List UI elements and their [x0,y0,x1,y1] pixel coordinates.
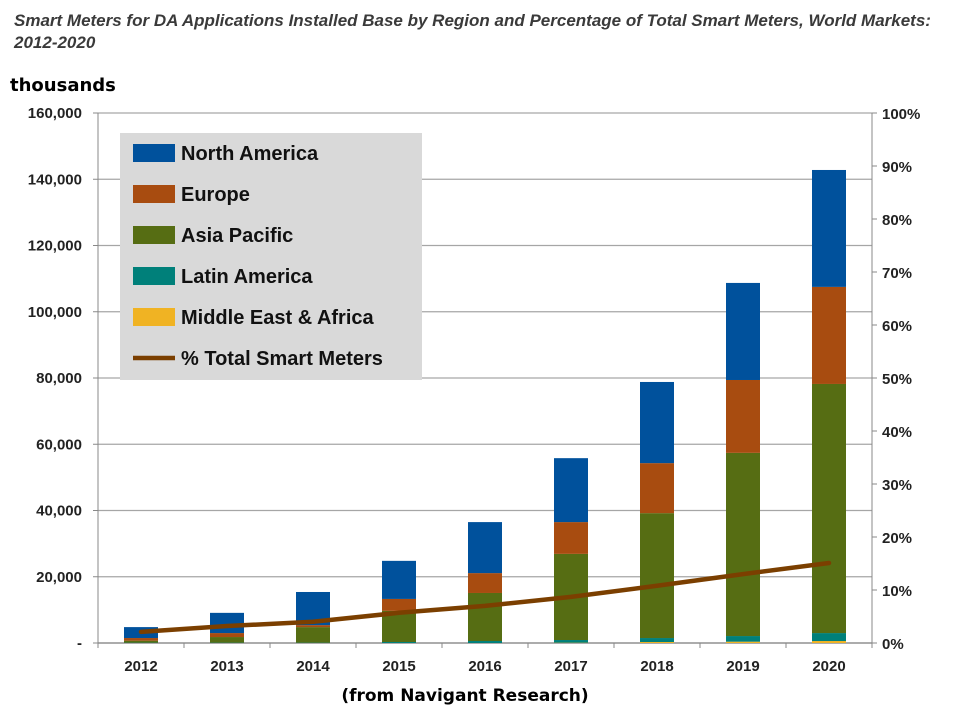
y2-tick-label: 20% [882,530,912,547]
bar-latin-america [726,636,760,642]
bar-north-america [554,458,588,523]
y2-tick-label: 70% [882,265,912,282]
x-tick-label: 2016 [468,658,501,675]
bar-middle-east-africa [812,641,846,643]
legend-swatch [133,308,175,326]
bar-europe [812,286,846,384]
legend-swatch [133,226,175,244]
y2-tick-label: 100% [882,106,920,123]
legend-label: Europe [181,184,250,206]
legend-swatch [133,267,175,285]
legend-label: Latin America [181,266,313,288]
bar-north-america [640,381,674,464]
y-tick-label: 140,000 [28,171,82,188]
bar-europe [726,379,760,453]
bar-middle-east-africa [726,641,760,643]
legend-swatch [133,144,175,162]
legend-label: Middle East & Africa [181,307,375,329]
bar-asia-pacific [124,640,158,643]
y-tick-label: 100,000 [28,304,82,321]
bar-north-america [726,282,760,380]
bar-asia-pacific [812,383,846,634]
bar-asia-pacific [210,637,244,643]
y-tick-label: 80,000 [36,370,82,387]
y-tick-label: - [77,635,82,652]
bar-latin-america [554,640,588,643]
bar-north-america [382,560,416,599]
bar-latin-america [468,641,502,643]
legend-label: Asia Pacific [181,225,293,247]
x-tick-label: 2013 [210,658,243,675]
bar-asia-pacific [468,592,502,642]
y2-tick-label: 0% [882,636,904,653]
bar-north-america [812,169,846,287]
y2-tick-label: 50% [882,371,912,388]
bar-europe [468,573,502,593]
chart-title: Smart Meters for DA Applications Install… [14,11,931,52]
y-axis-label: thousands [10,75,116,96]
legend-swatch [133,185,175,203]
y-tick-label: 160,000 [28,105,82,122]
legend-label: % Total Smart Meters [181,348,383,370]
bar-asia-pacific [640,513,674,639]
x-tick-label: 2015 [382,658,415,675]
bar-north-america [468,522,502,574]
y-tick-label: 120,000 [28,238,82,255]
x-tick-label: 2017 [554,658,587,675]
legend-box [120,133,422,380]
bar-middle-east-africa [640,642,674,643]
bar-latin-america [812,633,846,642]
bar-asia-pacific [296,627,330,643]
source-note: (from Navigant Research) [341,686,589,706]
bar-europe [382,598,416,611]
bar-europe [554,522,588,554]
y-tick-label: 40,000 [36,503,82,520]
y2-tick-label: 30% [882,477,912,494]
bar-latin-america [640,638,674,643]
bar-north-america [210,612,244,634]
y2-tick-label: 60% [882,318,912,335]
y2-tick-label: 90% [882,159,912,176]
x-tick-label: 2012 [124,658,157,675]
x-tick-label: 2019 [726,658,759,675]
bar-europe [296,625,330,628]
y2-tick-label: 10% [882,583,912,600]
legend-label: North America [181,143,319,165]
y-tick-label: 60,000 [36,436,82,453]
bar-europe [124,638,158,641]
bar-latin-america [382,642,416,643]
y2-tick-label: 80% [882,212,912,229]
bar-europe [640,463,674,514]
y2-tick-label: 40% [882,424,912,441]
y-tick-label: 20,000 [36,569,82,586]
x-tick-label: 2014 [296,658,330,675]
x-tick-label: 2018 [640,658,673,675]
bar-asia-pacific [726,452,760,637]
bar-europe [210,633,244,638]
x-tick-label: 2020 [812,658,845,675]
